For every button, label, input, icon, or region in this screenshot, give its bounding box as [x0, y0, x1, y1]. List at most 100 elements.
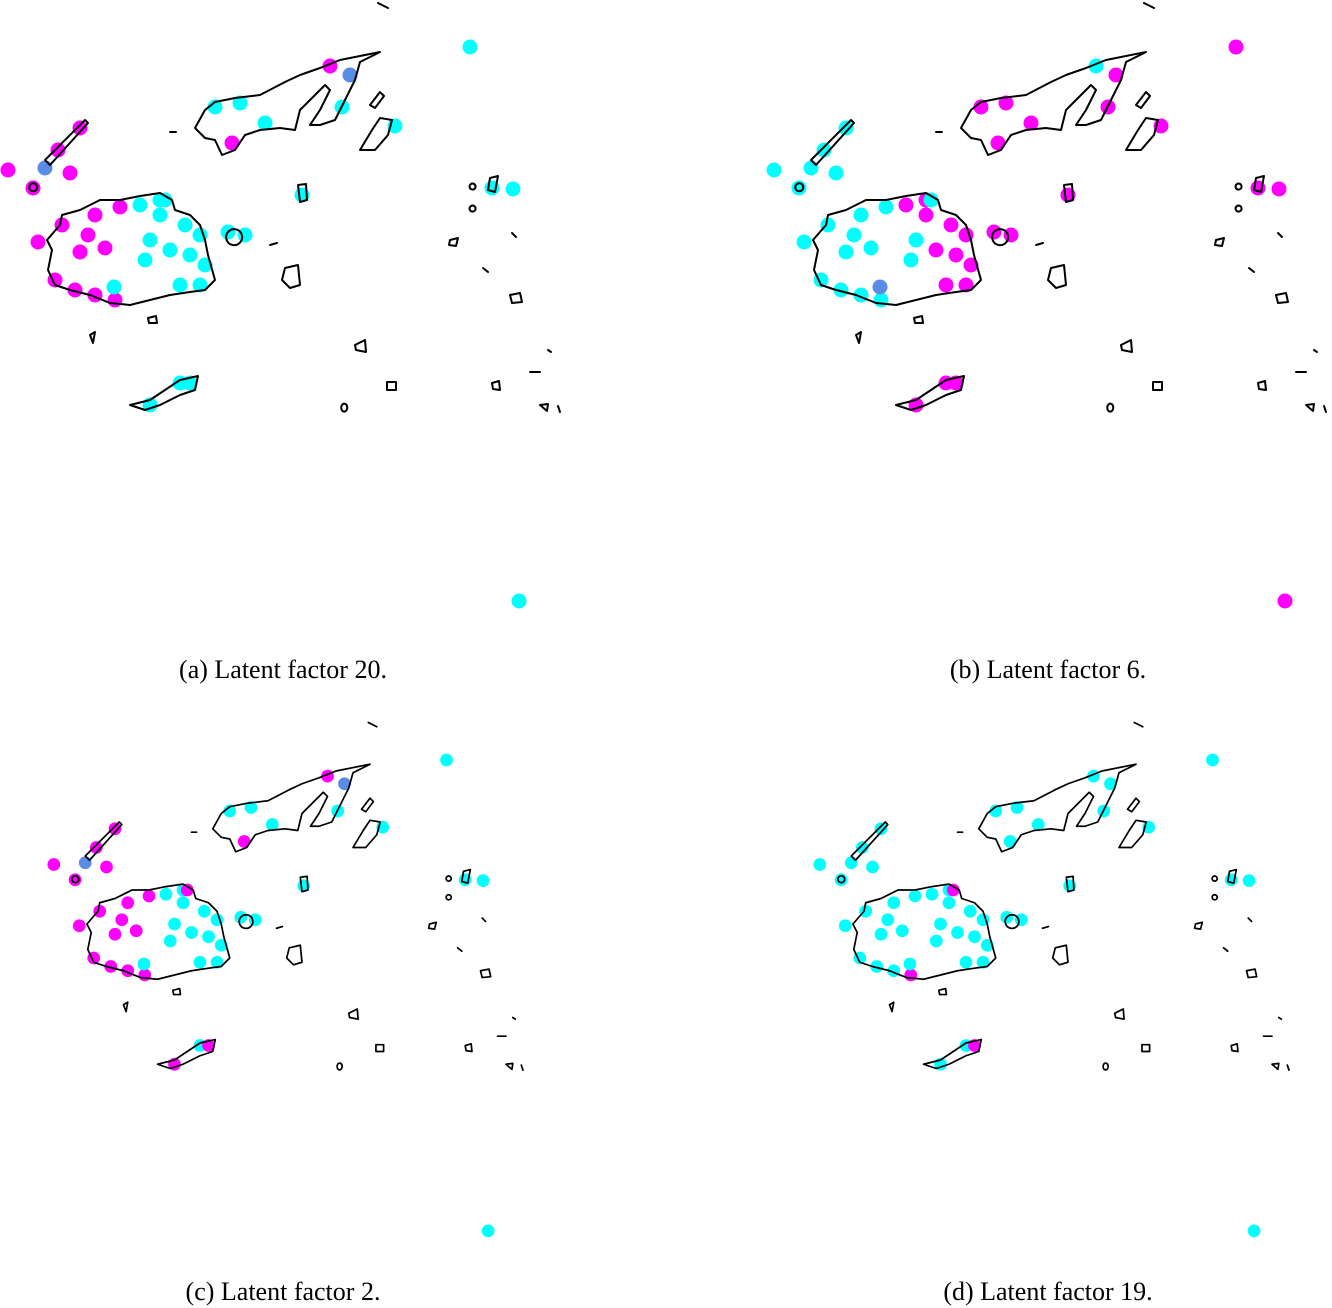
island-outline-islet15 — [913, 315, 924, 324]
island-outline-islet14 — [491, 380, 501, 391]
island-outline-islet3 — [1047, 264, 1067, 289]
data-point — [942, 896, 956, 910]
data-point — [1108, 67, 1124, 83]
data-point — [958, 277, 974, 293]
data-point — [237, 227, 253, 243]
data-point — [78, 856, 92, 870]
data-point — [265, 818, 279, 831]
caption-a: (a) Latent factor 20. — [179, 655, 387, 684]
caption-d: (d) Latent factor 19. — [943, 1277, 1153, 1306]
data-point — [895, 924, 909, 938]
island-outline-kadavu — [129, 375, 199, 411]
island-outline-islet24 — [1277, 232, 1283, 238]
data-point — [846, 227, 862, 243]
data-point — [863, 240, 879, 256]
island-outline-islet12 — [1113, 1008, 1125, 1021]
data-point — [152, 207, 168, 223]
data-point — [237, 835, 251, 848]
data-point — [97, 240, 113, 256]
island-outline-islet13 — [1152, 381, 1163, 391]
data-point — [874, 927, 888, 941]
data-point — [511, 593, 527, 609]
island-outline-main-island — [86, 883, 231, 981]
data-point — [908, 889, 922, 903]
island-outline-islet20 — [1143, 2, 1155, 9]
data-point — [50, 142, 66, 158]
data-point — [62, 165, 78, 181]
data-point — [223, 804, 237, 818]
data-point — [1247, 1224, 1261, 1238]
island-outline-islet11 — [1275, 292, 1289, 304]
data-point — [898, 197, 914, 213]
data-point — [72, 919, 86, 933]
island-outline-islet26 — [1323, 405, 1327, 413]
island-outline-islet24 — [1247, 917, 1253, 923]
island-outline-taveuni — [359, 117, 393, 151]
island-outline-islet12 — [1120, 339, 1133, 353]
island-outline-islet15 — [171, 987, 182, 996]
data-point — [207, 99, 223, 115]
island-outline-islet6 — [1135, 91, 1151, 109]
data-point — [100, 860, 113, 874]
island-outline-north-island — [211, 763, 371, 853]
data-point — [157, 192, 173, 208]
island-outline-islet16 — [855, 331, 862, 344]
island-outline-north-island — [977, 763, 1137, 853]
data-point — [162, 242, 178, 258]
island-outline-islet7 — [794, 182, 805, 193]
island-outline-main-island — [852, 883, 997, 981]
data-point — [838, 120, 854, 136]
map-panel-c — [47, 721, 524, 1238]
island-outline-islet14 — [1230, 1043, 1239, 1053]
data-point — [1242, 874, 1256, 888]
data-point — [159, 887, 173, 901]
island-outline-islet13 — [386, 381, 397, 391]
island-outline-islet9 — [1211, 893, 1219, 901]
island-outline-islet24 — [511, 232, 517, 238]
data-point — [968, 930, 981, 944]
data-point — [462, 39, 478, 55]
island-outline-islet12 — [354, 339, 367, 353]
island-outline-islet8 — [1234, 182, 1243, 191]
island-outline-islet15 — [937, 987, 948, 996]
island-outline-islet10 — [1214, 237, 1225, 247]
map-panel-d — [813, 721, 1290, 1238]
data-point — [887, 896, 901, 910]
island-outline-kadavu — [156, 1038, 217, 1070]
data-point — [1206, 753, 1219, 767]
data-point — [193, 955, 207, 969]
data-point — [873, 292, 889, 308]
data-point — [80, 227, 96, 243]
data-point — [1031, 818, 1045, 831]
data-point — [989, 804, 1003, 818]
island-outline-islet3 — [285, 944, 303, 966]
data-point — [197, 904, 211, 918]
data-point — [248, 913, 262, 927]
island-outline-islet5 — [487, 175, 499, 193]
data-point — [54, 217, 70, 233]
data-point — [859, 904, 873, 918]
data-point — [853, 207, 869, 223]
island-outline-islet12 — [347, 1008, 359, 1021]
data-point — [30, 234, 46, 250]
island-outline-islet4 — [1004, 913, 1020, 930]
data-point — [132, 197, 148, 213]
island-outline-islet8 — [445, 875, 453, 882]
island-outline-islet7 — [837, 874, 846, 884]
data-point — [1271, 181, 1287, 197]
island-outline-north-island — [194, 51, 381, 156]
data-point — [908, 232, 924, 248]
island-outline-islet14 — [464, 1043, 473, 1053]
island-outline-islet6 — [360, 797, 375, 813]
island-outline-islet9 — [1234, 204, 1243, 213]
caption-c: (c) Latent factor 2. — [185, 1277, 381, 1306]
island-outline-islet18 — [1305, 403, 1315, 412]
island-outline-islet23 — [1222, 946, 1229, 953]
island-outline-north-island — [960, 51, 1147, 156]
island-outline-islet22 — [1035, 242, 1044, 246]
island-outline-islet3 — [1051, 944, 1069, 966]
data-point — [844, 856, 858, 870]
data-point — [820, 217, 836, 233]
data-point — [244, 801, 258, 814]
